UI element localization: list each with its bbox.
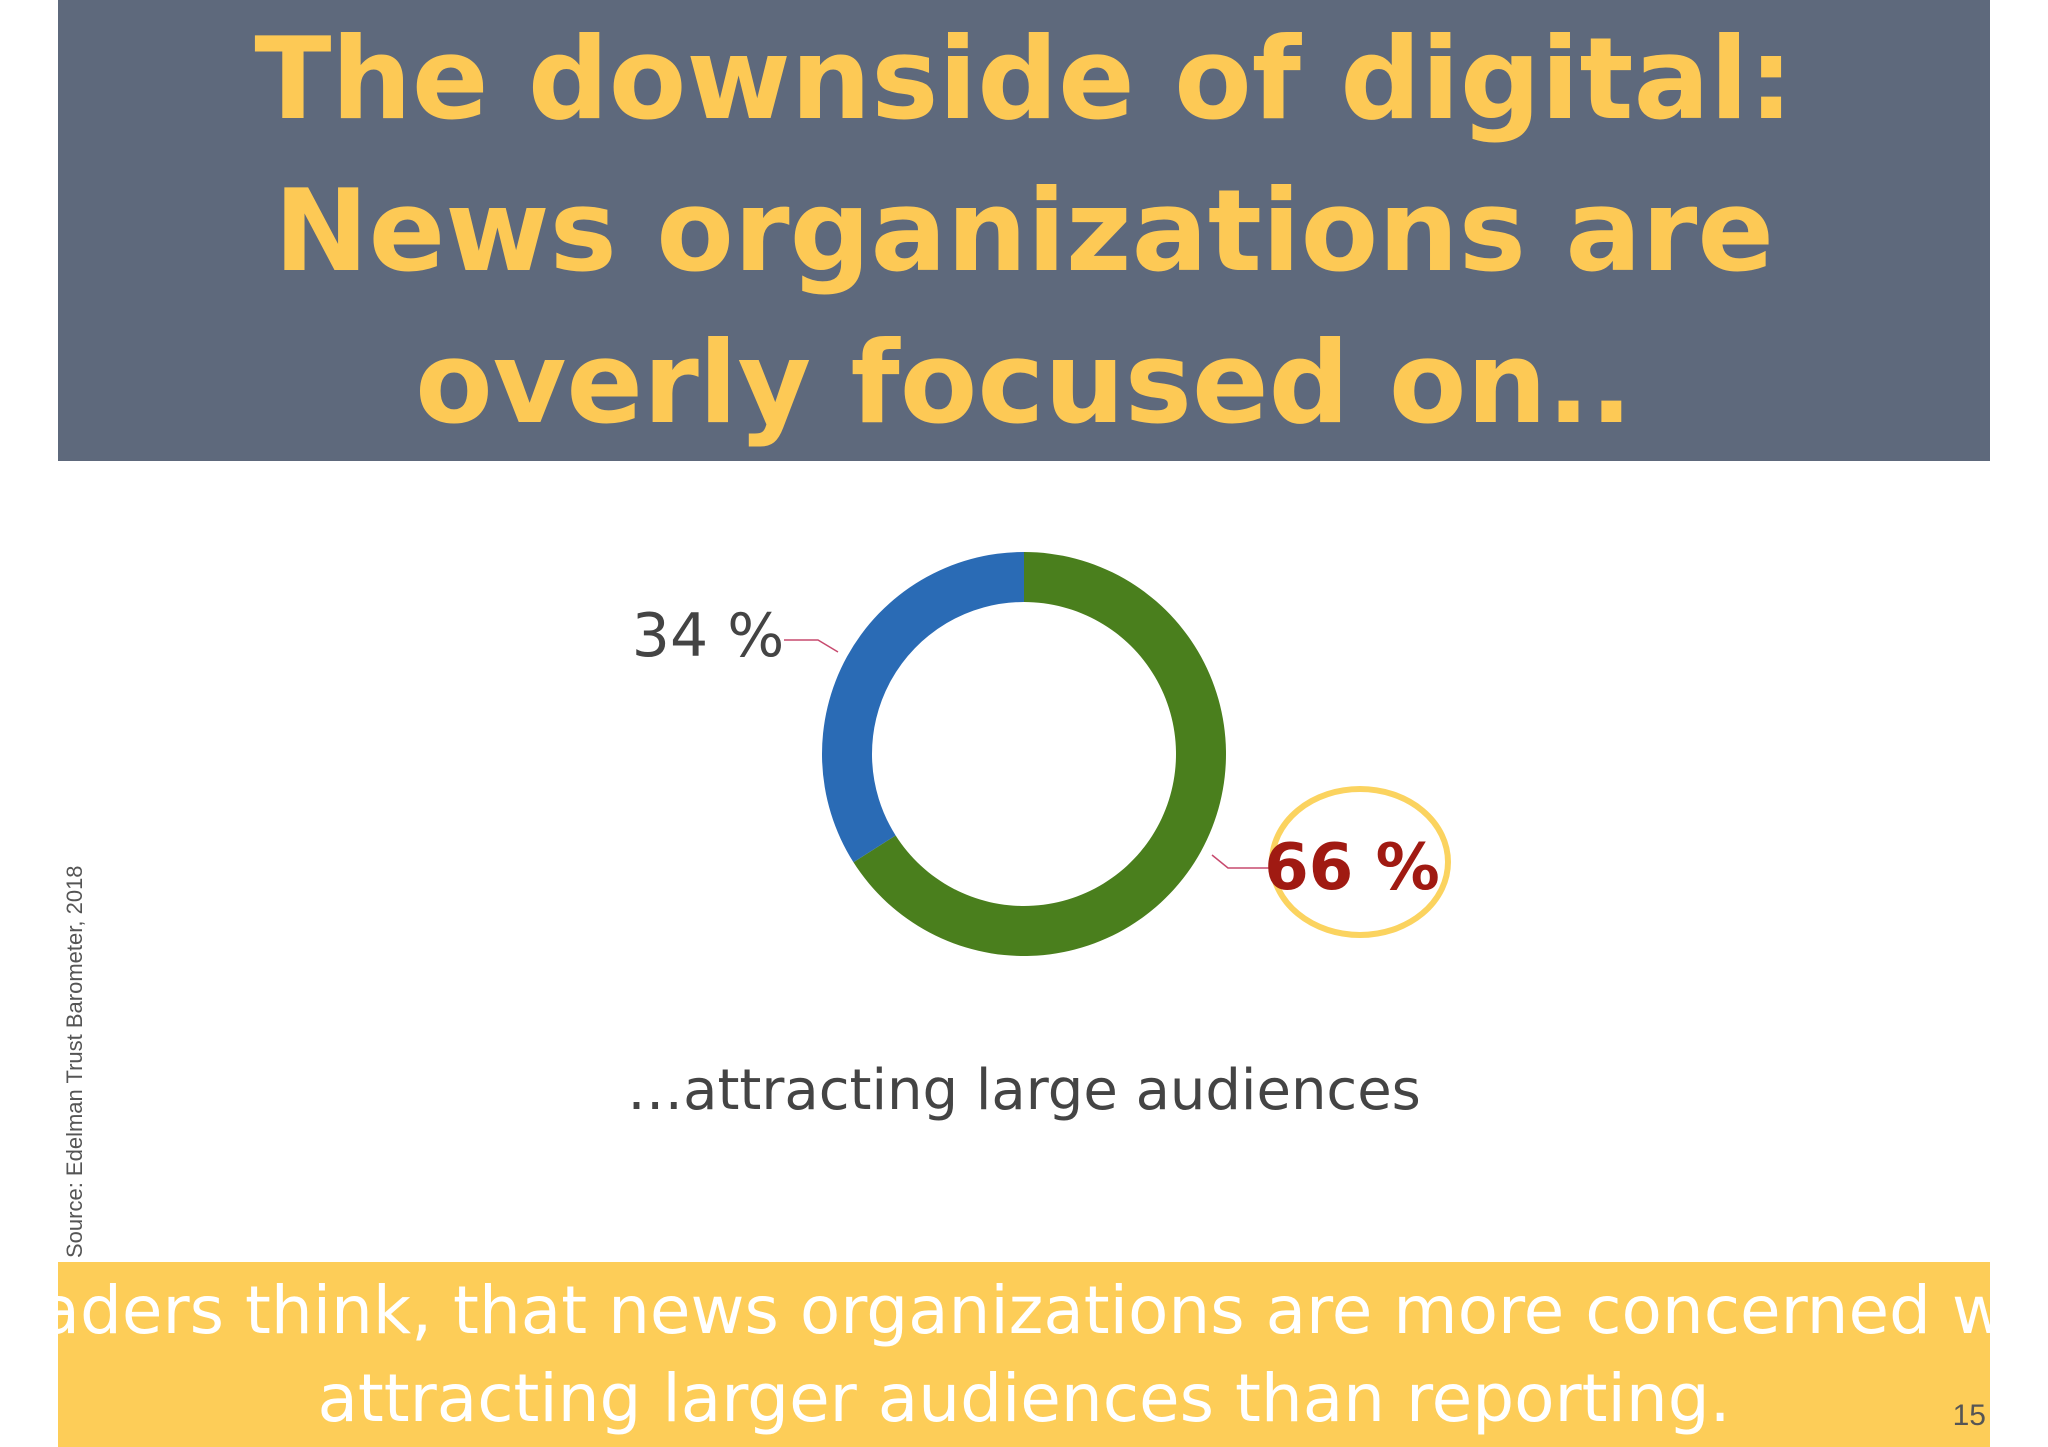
page-number: 15: [1952, 1399, 1986, 1432]
leader-line: [784, 639, 839, 653]
slide-title: The downside of digital: News organizati…: [254, 3, 1793, 459]
data-label: 34 %: [632, 601, 784, 671]
highlight-ellipse: [1269, 786, 1451, 938]
title-banner: The downside of digital: News organizati…: [58, 0, 1990, 461]
title-line: overly focused on..: [415, 316, 1633, 449]
summary-line: attracting larger audiences than reporti…: [317, 1359, 1731, 1437]
summary-banner: Readers think, that news organizations a…: [0, 1262, 2048, 1447]
data-label: 66 %: [1264, 831, 1439, 905]
donut-slice: [822, 552, 1024, 863]
title-line: News organizations are: [274, 164, 1774, 297]
summary-text: Readers think, that news organizations a…: [0, 1267, 2048, 1443]
leader-line: [1211, 854, 1270, 869]
summary-line: Readers think, that news organizations a…: [0, 1271, 2048, 1349]
title-line: The downside of digital:: [254, 12, 1794, 145]
chart-caption: …attracting large audiences: [627, 1058, 1421, 1123]
